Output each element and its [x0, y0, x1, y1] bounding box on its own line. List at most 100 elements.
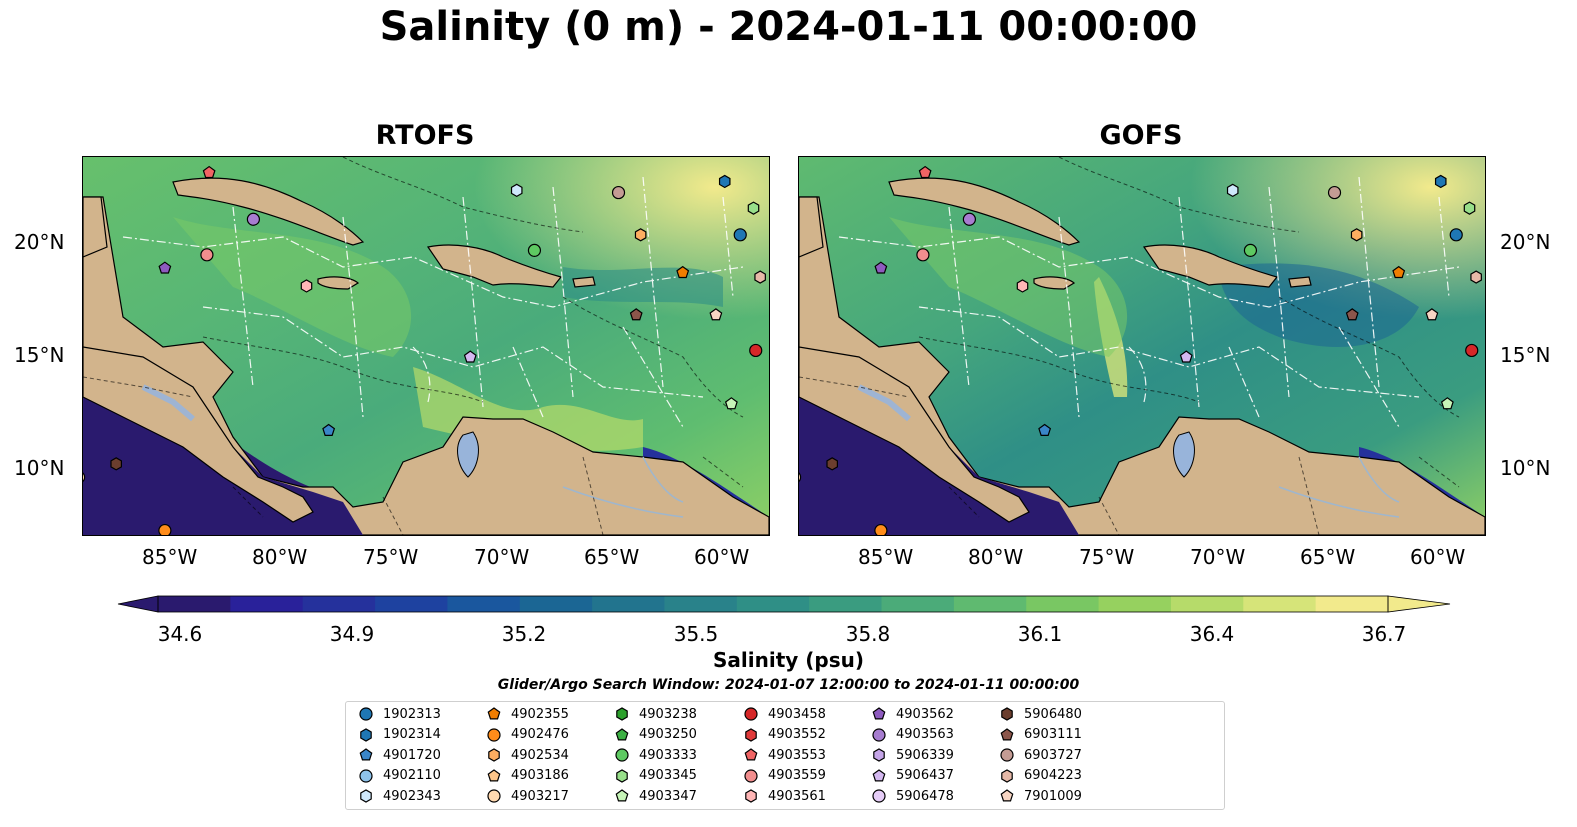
float-marker-4903333[interactable] — [1243, 243, 1258, 257]
float-marker-5906437[interactable] — [1179, 350, 1193, 363]
colorbar-segment — [881, 596, 955, 612]
cb-tick: 35.8 — [845, 622, 891, 646]
legend-marker-icon — [616, 768, 628, 783]
float-marker-4903562[interactable] — [874, 261, 888, 274]
legend-marker-icon — [615, 727, 629, 740]
float-marker-4902343[interactable] — [510, 183, 523, 198]
map-panel-gofs[interactable] — [798, 156, 1486, 536]
legend-item-6904223: 6904223 — [999, 766, 1082, 786]
float-marker-7901009[interactable] — [1425, 308, 1439, 321]
colorbar-high-extension — [1387, 595, 1451, 613]
legend-marker-icon — [360, 789, 372, 803]
legend-item-6903111: 6903111 — [999, 725, 1082, 745]
float-marker-4903559[interactable] — [916, 248, 930, 262]
float-marker-4902476[interactable] — [874, 523, 888, 535]
legend-marker-icon — [487, 727, 501, 742]
colorbar-low-extension — [117, 595, 159, 613]
float-marker-4903559[interactable] — [200, 248, 214, 262]
legend-label: 4903347 — [639, 788, 697, 804]
float-marker-4903561[interactable] — [300, 279, 313, 293]
float-marker-4903458[interactable] — [1465, 343, 1479, 358]
legend-item-4903553: 4903553 — [743, 745, 826, 765]
colorbar-segment — [592, 596, 665, 612]
float-marker-4901720[interactable] — [322, 423, 336, 436]
float-marker-1902314[interactable] — [1434, 174, 1447, 189]
float-marker-4903217[interactable] — [799, 471, 802, 483]
float-marker-4902343[interactable] — [1226, 183, 1239, 198]
legend-marker-icon — [487, 707, 501, 720]
legend-marker-icon — [615, 748, 629, 762]
legend-marker-icon — [872, 789, 886, 803]
legend-marker-icon — [872, 727, 886, 742]
legend-label: 6903727 — [1024, 747, 1082, 763]
cb-tick: 35.5 — [673, 622, 719, 646]
legend-item-5906480: 5906480 — [999, 704, 1082, 724]
float-marker-4903458[interactable] — [749, 343, 763, 358]
float-marker-6903727[interactable] — [611, 185, 626, 200]
float-marker-4903561[interactable] — [1016, 279, 1029, 293]
legend-label: 4903238 — [639, 706, 697, 722]
float-marker-4903553[interactable] — [918, 165, 932, 179]
colorbar-segment — [736, 596, 810, 612]
float-marker-4902355[interactable] — [676, 265, 690, 279]
land-central-america — [799, 346, 1030, 523]
float-marker-4903217[interactable] — [83, 471, 86, 483]
legend-marker-icon — [1001, 707, 1013, 721]
legend-item-4903217: 4903217 — [486, 786, 569, 806]
float-marker-5906480[interactable] — [110, 457, 122, 471]
legend-marker — [616, 707, 628, 721]
float-marker-6904223[interactable] — [754, 270, 766, 284]
float-marker-4903345[interactable] — [1463, 201, 1476, 215]
legend-label: 5906480 — [1024, 706, 1082, 722]
legend-marker — [1000, 789, 1014, 802]
lon-label-80w: 80°W — [252, 545, 308, 569]
panel-title-rtofs: RTOFS — [375, 120, 475, 151]
legend-marker — [616, 768, 628, 783]
colorbar-segment — [1243, 596, 1317, 612]
legend-marker-icon — [1001, 768, 1013, 783]
lon-label-65w: 65°W — [584, 545, 640, 569]
float-marker-5906480[interactable] — [826, 457, 838, 471]
float-marker-4903563[interactable] — [962, 212, 976, 226]
legend-marker — [359, 748, 373, 761]
float-marker-4901720[interactable] — [1038, 423, 1052, 436]
float-marker-6903111[interactable] — [1345, 308, 1359, 321]
float-marker-6903727[interactable] — [1327, 185, 1342, 200]
colorbar-segment — [302, 596, 376, 612]
float-marker-4902534[interactable] — [634, 228, 647, 242]
cb-tick: 34.9 — [329, 622, 375, 646]
float-marker-4903345[interactable] — [747, 201, 760, 215]
legend-marker-icon — [744, 768, 758, 783]
float-marker-6903111[interactable] — [629, 308, 643, 321]
legend-label: 5906339 — [896, 747, 954, 763]
legend-label: 7901009 — [1024, 788, 1082, 804]
float-marker-1902314[interactable] — [718, 174, 731, 189]
legend-label: 4901720 — [383, 747, 441, 763]
float-marker-5906437[interactable] — [463, 350, 477, 363]
float-marker-4903347[interactable] — [724, 397, 738, 410]
float-marker-1902313[interactable] — [733, 228, 747, 242]
float-marker-4902355[interactable] — [1392, 265, 1406, 279]
legend-marker — [360, 789, 372, 803]
float-marker-4902476[interactable] — [158, 523, 172, 535]
float-marker-7901009[interactable] — [709, 308, 723, 321]
float-marker-4903333[interactable] — [527, 243, 542, 257]
map-canvas-rtofs — [83, 157, 769, 535]
float-marker-4903563[interactable] — [246, 212, 260, 226]
legend-marker-icon — [872, 768, 886, 781]
legend-item-4903552: 4903552 — [743, 725, 826, 745]
colorbar-segment — [230, 596, 304, 612]
legend-marker-icon — [359, 748, 373, 761]
legend-item-4903333: 4903333 — [614, 745, 697, 765]
float-marker-4902534[interactable] — [1350, 228, 1363, 242]
map-panel-rtofs[interactable] — [82, 156, 770, 536]
float-marker-6904223[interactable] — [1470, 270, 1482, 284]
float-marker-1902313[interactable] — [1449, 228, 1463, 242]
float-marker-4903347[interactable] — [1440, 397, 1454, 410]
legend-item-4903559: 4903559 — [743, 766, 826, 786]
cuba-island — [172, 177, 365, 246]
lon-label-70w: 70°W — [474, 545, 530, 569]
legend-item-5906339: 5906339 — [871, 745, 954, 765]
float-marker-4903562[interactable] — [158, 261, 172, 274]
float-marker-4903553[interactable] — [202, 165, 216, 179]
